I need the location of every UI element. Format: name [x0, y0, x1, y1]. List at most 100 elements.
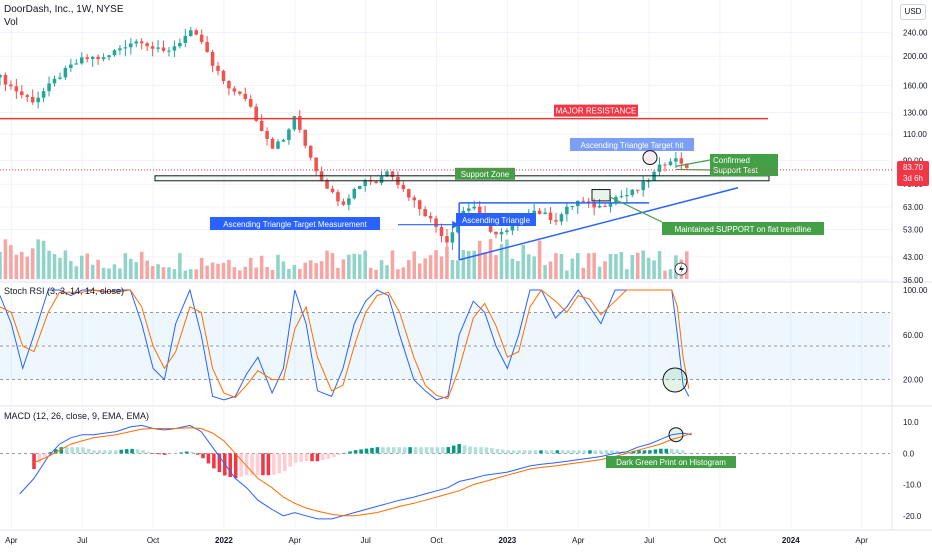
volume-bar	[646, 257, 651, 279]
volume-bar	[156, 264, 160, 279]
candle-body	[548, 212, 553, 221]
candle-body	[499, 231, 504, 235]
candle	[85, 54, 89, 63]
candle	[199, 29, 204, 45]
candle-body	[641, 181, 645, 191]
macd-histogram-bar	[59, 447, 64, 454]
pointer-line	[609, 196, 663, 223]
candle-body	[265, 130, 269, 139]
candle	[357, 185, 362, 190]
candle-body	[85, 57, 89, 60]
macd-histogram-bar	[342, 452, 347, 454]
candle	[107, 55, 111, 61]
macd-histogram-bar	[86, 448, 91, 454]
label-line: Confirmed	[713, 156, 750, 165]
currency-button[interactable]: USD	[900, 4, 926, 20]
macd-histogram-bar	[637, 450, 641, 454]
label-text: Ascending Triangle	[462, 216, 531, 225]
volume-bar	[194, 269, 198, 279]
candle-body	[101, 57, 106, 60]
volume-bar	[445, 246, 449, 279]
label-line: Support Test	[713, 166, 759, 175]
candle-body	[363, 180, 367, 186]
macd-histogram-bar	[321, 453, 325, 461]
macd-histogram-bar	[92, 450, 96, 454]
candle-body	[107, 55, 111, 58]
candle-body	[439, 226, 444, 237]
volume-bar	[592, 252, 596, 279]
volume-bar	[107, 268, 111, 279]
price-tick-label: 90.00	[903, 156, 924, 165]
bar-countdown: 3d 6h	[902, 174, 924, 183]
label-bg	[606, 456, 736, 468]
candle	[412, 195, 417, 208]
stoch-rsi-title: Stoch RSI (3, 3, 14, 14, close)	[4, 286, 125, 296]
label-text: Maintained SUPPORT on flat trendline	[675, 225, 812, 234]
candle-body	[603, 205, 607, 207]
macd-histogram-bar	[539, 450, 543, 454]
candle	[47, 76, 51, 97]
candle-body	[401, 184, 406, 190]
candle	[161, 40, 166, 53]
macd-histogram-bar	[250, 453, 254, 476]
volume-bar	[510, 258, 515, 279]
volume-bar	[456, 260, 460, 279]
volume-bar	[526, 254, 531, 279]
macd-histogram-bar	[228, 453, 233, 477]
candle-body	[178, 42, 182, 47]
label-bg	[710, 154, 778, 176]
candle-body	[227, 81, 231, 89]
macd-tick-label: 0.0	[903, 449, 915, 458]
candle	[407, 188, 411, 201]
candle	[145, 41, 149, 51]
candle	[178, 38, 182, 49]
candle-body	[423, 209, 427, 217]
macd-histogram-bar	[528, 450, 532, 454]
macd-histogram-bar	[103, 450, 107, 454]
candle-body	[586, 201, 591, 203]
candle-body	[330, 188, 335, 193]
volume-bar	[63, 250, 68, 279]
volume-bar	[167, 267, 171, 279]
price-tick-label: 130.00	[903, 108, 928, 117]
macd-histogram-bar	[501, 449, 505, 454]
macd-histogram-bar	[179, 452, 183, 454]
rsi-series-k	[0, 288, 690, 401]
macd-histogram-bar	[577, 450, 581, 454]
volume-bar	[548, 261, 553, 279]
candle-body	[79, 57, 84, 64]
candle-body	[259, 120, 264, 131]
time-tick-label: Apr	[289, 536, 302, 545]
candle-body	[663, 164, 667, 166]
macd-histogram-bar	[675, 449, 679, 454]
time-tick-label: 2023	[498, 536, 516, 545]
candle-body	[36, 97, 40, 103]
candle-body	[581, 200, 586, 202]
candle-body	[90, 56, 95, 60]
volume-bar	[423, 258, 427, 279]
candle-body	[243, 93, 248, 99]
macd-histogram-bar	[315, 453, 320, 462]
candle-body	[336, 192, 340, 202]
macd-histogram-bar	[332, 453, 336, 458]
price-tick-label: 160.00	[903, 81, 928, 90]
volume-bar	[466, 250, 471, 279]
volume-bar	[314, 263, 318, 279]
macd-histogram-bar	[593, 450, 598, 454]
candle-body	[150, 46, 155, 49]
volume-bar	[663, 270, 667, 279]
candle	[232, 86, 237, 96]
candle-body	[510, 225, 515, 231]
candle-body	[347, 198, 351, 205]
volume-bar	[118, 268, 122, 279]
volume-bar	[178, 253, 182, 279]
macd-tick-label: 10.0	[903, 418, 919, 427]
volume-bar	[341, 259, 346, 279]
candle-body	[63, 68, 68, 78]
volume-bar	[565, 270, 569, 279]
volume-bar	[90, 264, 95, 279]
candle	[74, 59, 79, 65]
candle-body	[477, 206, 482, 214]
volume-bar	[25, 256, 30, 279]
